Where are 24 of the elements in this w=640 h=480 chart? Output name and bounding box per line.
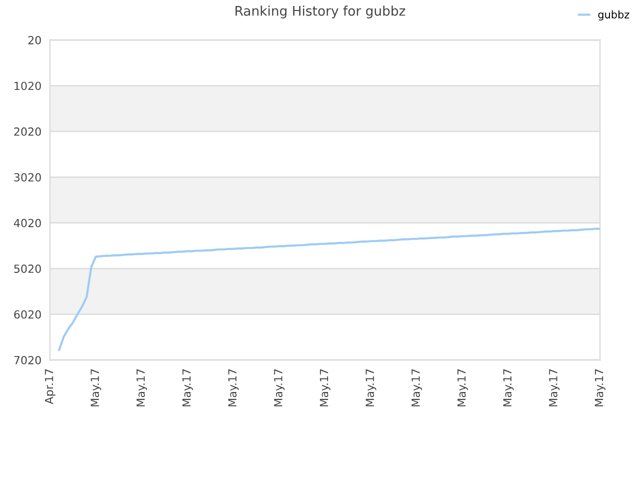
legend-label: gubbz: [598, 10, 630, 20]
x-tick-label: May.17: [412, 369, 422, 406]
x-tick-label: May.17: [320, 369, 330, 406]
x-tick-label: May.17: [182, 369, 193, 406]
line-series: [58, 228, 600, 351]
x-tick-label: May.17: [503, 369, 514, 406]
x-tick-label: May.17: [90, 369, 102, 406]
y-tick-label: 20: [28, 36, 41, 44]
y-tick-label: 1020: [14, 82, 41, 90]
y-tick-label: 5020: [14, 264, 41, 273]
x-tick-label: Apr.17: [44, 369, 56, 404]
x-tick-label: May.17: [594, 369, 606, 406]
x-tick-label: May.17: [274, 369, 285, 406]
x-tick-label: May.17: [549, 369, 560, 406]
x-tick-label: May.17: [228, 369, 239, 406]
y-tick-label: 4020: [14, 218, 41, 228]
y-tick-label: 3020: [14, 173, 41, 182]
x-tick-label: May.17: [366, 369, 376, 406]
y-tick-label: 2020: [14, 127, 41, 136]
x-tick-label: May.17: [136, 369, 148, 406]
x-tick-label: May.17: [457, 369, 468, 406]
y-tick-label: 6020: [14, 310, 41, 319]
chart-title: Ranking History for gubbz: [236, 6, 406, 18]
y-tick-label: 7020: [14, 356, 41, 364]
